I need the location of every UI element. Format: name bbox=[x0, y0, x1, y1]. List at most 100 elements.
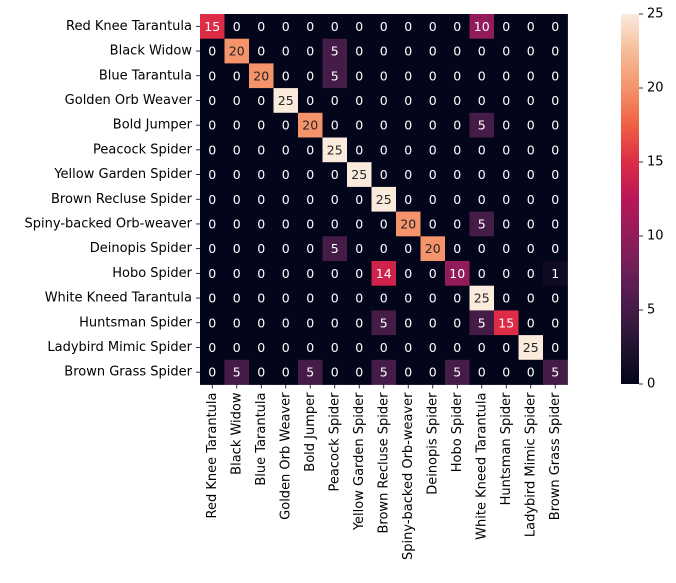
heatmap-cell bbox=[273, 88, 299, 114]
heatmap-cell bbox=[396, 162, 421, 188]
heatmap-cell bbox=[396, 261, 421, 287]
cell-value-label: 0 bbox=[453, 192, 461, 207]
y-tick-label: Black Widow bbox=[110, 44, 193, 59]
cell-value-label: 0 bbox=[453, 315, 461, 330]
cell-value-label: 0 bbox=[380, 167, 388, 182]
heatmap-cell bbox=[224, 359, 250, 385]
cell-value-label: 0 bbox=[429, 216, 437, 231]
heatmap-cell bbox=[298, 63, 323, 89]
cell-value-label: 14 bbox=[376, 266, 392, 281]
cell-value-label: 0 bbox=[527, 19, 535, 34]
heatmap-cell bbox=[322, 236, 348, 262]
heatmap-cell bbox=[347, 211, 372, 237]
cell-value-label: 0 bbox=[404, 340, 412, 355]
cell-value-label: 0 bbox=[429, 142, 437, 157]
cell-value-label: 0 bbox=[208, 93, 216, 108]
cell-value-label: 0 bbox=[478, 266, 486, 281]
heatmap-cell bbox=[543, 236, 568, 262]
heatmap-cell bbox=[445, 38, 470, 64]
cell-value-label: 0 bbox=[502, 365, 510, 380]
heatmap-cell bbox=[322, 261, 348, 287]
heatmap-cell bbox=[469, 14, 495, 40]
heatmap-cell bbox=[396, 335, 421, 361]
cell-value-label: 0 bbox=[380, 93, 388, 108]
heatmap-cell bbox=[469, 88, 495, 114]
cell-value-label: 0 bbox=[478, 365, 486, 380]
x-tick-label: Black Widow bbox=[229, 392, 244, 475]
heatmap-cell bbox=[298, 186, 323, 212]
heatmap-cell bbox=[347, 359, 372, 385]
cell-value-label: 0 bbox=[355, 216, 363, 231]
cell-value-label: 0 bbox=[355, 266, 363, 281]
cell-value-label: 0 bbox=[551, 340, 559, 355]
heatmap-cell bbox=[322, 310, 348, 336]
cell-value-label: 0 bbox=[331, 93, 339, 108]
heatmap-cell bbox=[249, 38, 274, 64]
heatmap-cell bbox=[518, 14, 544, 40]
cell-value-label: 0 bbox=[306, 241, 314, 256]
heatmap-cell bbox=[420, 211, 446, 237]
heatmap-cell bbox=[322, 38, 348, 64]
heatmap-cell bbox=[273, 137, 299, 163]
cell-value-label: 0 bbox=[404, 291, 412, 306]
heatmap-cell bbox=[420, 186, 446, 212]
cell-value-label: 0 bbox=[282, 68, 290, 83]
cell-value-label: 0 bbox=[478, 44, 486, 59]
cell-value-label: 25 bbox=[474, 291, 490, 306]
cell-value-label: 0 bbox=[380, 142, 388, 157]
cell-value-label: 0 bbox=[380, 216, 388, 231]
cell-value-label: 0 bbox=[282, 192, 290, 207]
heatmap-cell bbox=[224, 285, 250, 311]
heatmap-cell bbox=[273, 261, 299, 287]
heatmap-cell bbox=[347, 137, 372, 163]
cell-value-label: 10 bbox=[449, 266, 465, 281]
heatmap-cell bbox=[518, 285, 544, 311]
heatmap-cell bbox=[469, 38, 495, 64]
heatmap-cell bbox=[298, 261, 323, 287]
heatmap-cell bbox=[347, 310, 372, 336]
y-tick-label: Deinopis Spider bbox=[90, 241, 193, 256]
heatmap-cell bbox=[249, 261, 274, 287]
heatmap-cell bbox=[469, 211, 495, 237]
cell-value-label: 0 bbox=[502, 241, 510, 256]
heatmap-cell bbox=[322, 112, 348, 138]
heatmap-cell bbox=[371, 310, 397, 336]
heatmap-cell bbox=[396, 137, 421, 163]
cell-value-label: 0 bbox=[355, 192, 363, 207]
heatmap-cell bbox=[445, 236, 470, 262]
heatmap-cell bbox=[224, 211, 250, 237]
cell-value-label: 0 bbox=[306, 93, 314, 108]
heatmap-cell bbox=[200, 63, 225, 89]
heatmap-cell bbox=[224, 88, 250, 114]
heatmap-cell bbox=[543, 112, 568, 138]
cell-value-label: 0 bbox=[453, 167, 461, 182]
cell-value-label: 0 bbox=[551, 291, 559, 306]
x-tick-label: Spiny-backed Orb-weaver bbox=[401, 392, 416, 560]
cell-value-label: 0 bbox=[306, 291, 314, 306]
cell-value-label: 0 bbox=[527, 291, 535, 306]
heatmap-cell bbox=[543, 38, 568, 64]
heatmap-cell bbox=[200, 211, 225, 237]
cell-value-label: 0 bbox=[355, 118, 363, 133]
y-tick-label: Golden Orb Weaver bbox=[65, 93, 193, 108]
heatmap-cell bbox=[347, 38, 372, 64]
cell-value-label: 0 bbox=[331, 192, 339, 207]
cell-value-label: 5 bbox=[380, 365, 388, 380]
heatmap-cell bbox=[224, 236, 250, 262]
heatmap-cell bbox=[396, 112, 421, 138]
cell-value-label: 0 bbox=[208, 142, 216, 157]
heatmap-cell bbox=[445, 162, 470, 188]
y-tick-label: Ladybird Mimic Spider bbox=[47, 340, 192, 355]
cell-value-label: 0 bbox=[502, 192, 510, 207]
colorbar-tick-label: 5 bbox=[647, 303, 655, 318]
heatmap-cell bbox=[298, 137, 323, 163]
heatmap-cell bbox=[420, 14, 446, 40]
colorbar-tick-label: 10 bbox=[647, 229, 664, 244]
cell-value-label: 0 bbox=[404, 118, 412, 133]
cell-value-label: 0 bbox=[404, 68, 412, 83]
heatmap-cell bbox=[445, 137, 470, 163]
heatmap-cell bbox=[469, 63, 495, 89]
heatmap-cell bbox=[298, 88, 323, 114]
cell-value-label: 0 bbox=[233, 118, 241, 133]
cell-value-label: 0 bbox=[502, 142, 510, 157]
